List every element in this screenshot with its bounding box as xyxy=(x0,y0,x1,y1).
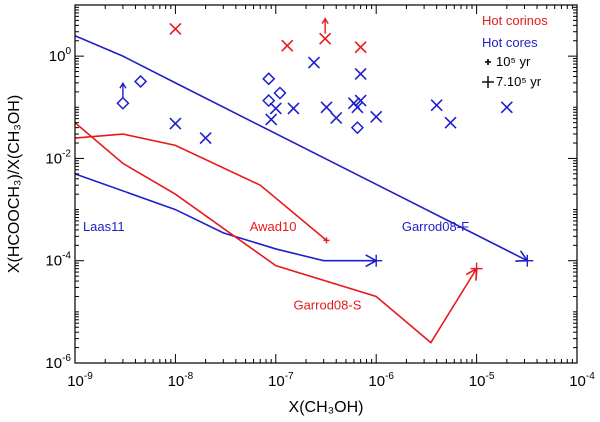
model-label: Garrod08-F xyxy=(402,219,469,234)
data-point-cross xyxy=(281,39,294,52)
data-point-diamond xyxy=(116,81,130,110)
model-labels: Garrod08-F Laas11 Awad10 Garrod08-S xyxy=(83,219,469,313)
legend-entry: Hot cores xyxy=(482,35,538,50)
legend: Hot corinos Hot cores 10⁵ yr 7.10⁵ yr xyxy=(482,13,548,89)
legend-entry: 7.10⁵ yr xyxy=(482,74,542,89)
data-point-cross xyxy=(307,56,321,69)
x-tick-labels: 10-9 10-8 10-7 10-6 10-5 10-4 xyxy=(67,371,595,390)
data-point-cross xyxy=(320,101,333,114)
x-tick-label: 10-6 xyxy=(368,371,394,390)
data-point-diamond xyxy=(262,72,276,86)
data-points xyxy=(116,17,513,145)
data-point-diamond xyxy=(350,121,364,135)
data-point-cross xyxy=(430,99,443,112)
model-track xyxy=(74,173,383,268)
x-tick-label: 10-9 xyxy=(67,371,93,390)
legend-entry: 10⁵ yr xyxy=(485,54,531,69)
model-label: Laas11 xyxy=(83,219,125,234)
model-line xyxy=(74,133,328,241)
model-end-marker xyxy=(323,237,330,244)
model-tracks xyxy=(74,35,534,344)
data-point-diamond xyxy=(262,94,276,108)
model-arrowhead xyxy=(465,267,478,281)
data-point-cross xyxy=(199,132,212,145)
data-point-cross xyxy=(354,94,367,107)
x-tick-label: 10-7 xyxy=(268,371,294,390)
data-point-diamond xyxy=(273,86,287,100)
x-tick-label: 10-5 xyxy=(469,371,495,390)
model-end-marker xyxy=(370,254,383,267)
data-point-cross xyxy=(265,113,278,126)
model-line xyxy=(74,173,377,262)
data-point-cross xyxy=(269,102,282,115)
model-line xyxy=(74,122,478,344)
model-track xyxy=(74,122,483,344)
y-tick-label: 10-6 xyxy=(45,353,71,372)
model-line xyxy=(74,35,528,262)
model-track xyxy=(74,35,534,267)
x-tick-label: 10-4 xyxy=(569,371,595,390)
data-point-cross xyxy=(444,116,457,129)
data-point-cross xyxy=(354,67,367,80)
data-point-diamond xyxy=(134,74,148,89)
model-end-marker xyxy=(470,262,483,275)
data-point-cross xyxy=(351,101,364,114)
y-tick-labels: 10-6 10-4 10-2 100 xyxy=(45,46,71,372)
data-point-cross xyxy=(330,111,343,124)
model-end-marker xyxy=(521,254,534,267)
legend-label: Hot cores xyxy=(482,35,538,50)
data-point-cross xyxy=(319,17,332,45)
model-track xyxy=(74,133,330,244)
plot-frame xyxy=(74,4,578,364)
model-label: Garrod08-S xyxy=(293,297,361,312)
data-point-cross xyxy=(169,22,182,36)
x-axis-title: X(CH₃OH) xyxy=(289,399,364,416)
y-tick-label: 100 xyxy=(49,46,72,65)
data-point-cross xyxy=(500,101,513,114)
data-point-cross xyxy=(287,102,300,115)
y-tick-label: 10-4 xyxy=(45,251,71,270)
legend-label: 10⁵ yr xyxy=(496,54,531,69)
data-point-cross xyxy=(169,117,182,130)
data-point-cross xyxy=(370,110,383,123)
y-tick-label: 10-2 xyxy=(45,148,71,167)
x-tick-label: 10-8 xyxy=(168,371,194,390)
legend-label: 7.10⁵ yr xyxy=(496,74,542,89)
axis-ticks xyxy=(74,4,578,364)
data-point-cross xyxy=(354,41,367,54)
legend-entry: Hot corinos xyxy=(482,13,548,28)
legend-label: Hot corinos xyxy=(482,13,548,28)
y-axis-title: X(HCOOCH₃)/X(CH₃OH) xyxy=(6,95,23,273)
model-label: Awad10 xyxy=(250,219,297,234)
